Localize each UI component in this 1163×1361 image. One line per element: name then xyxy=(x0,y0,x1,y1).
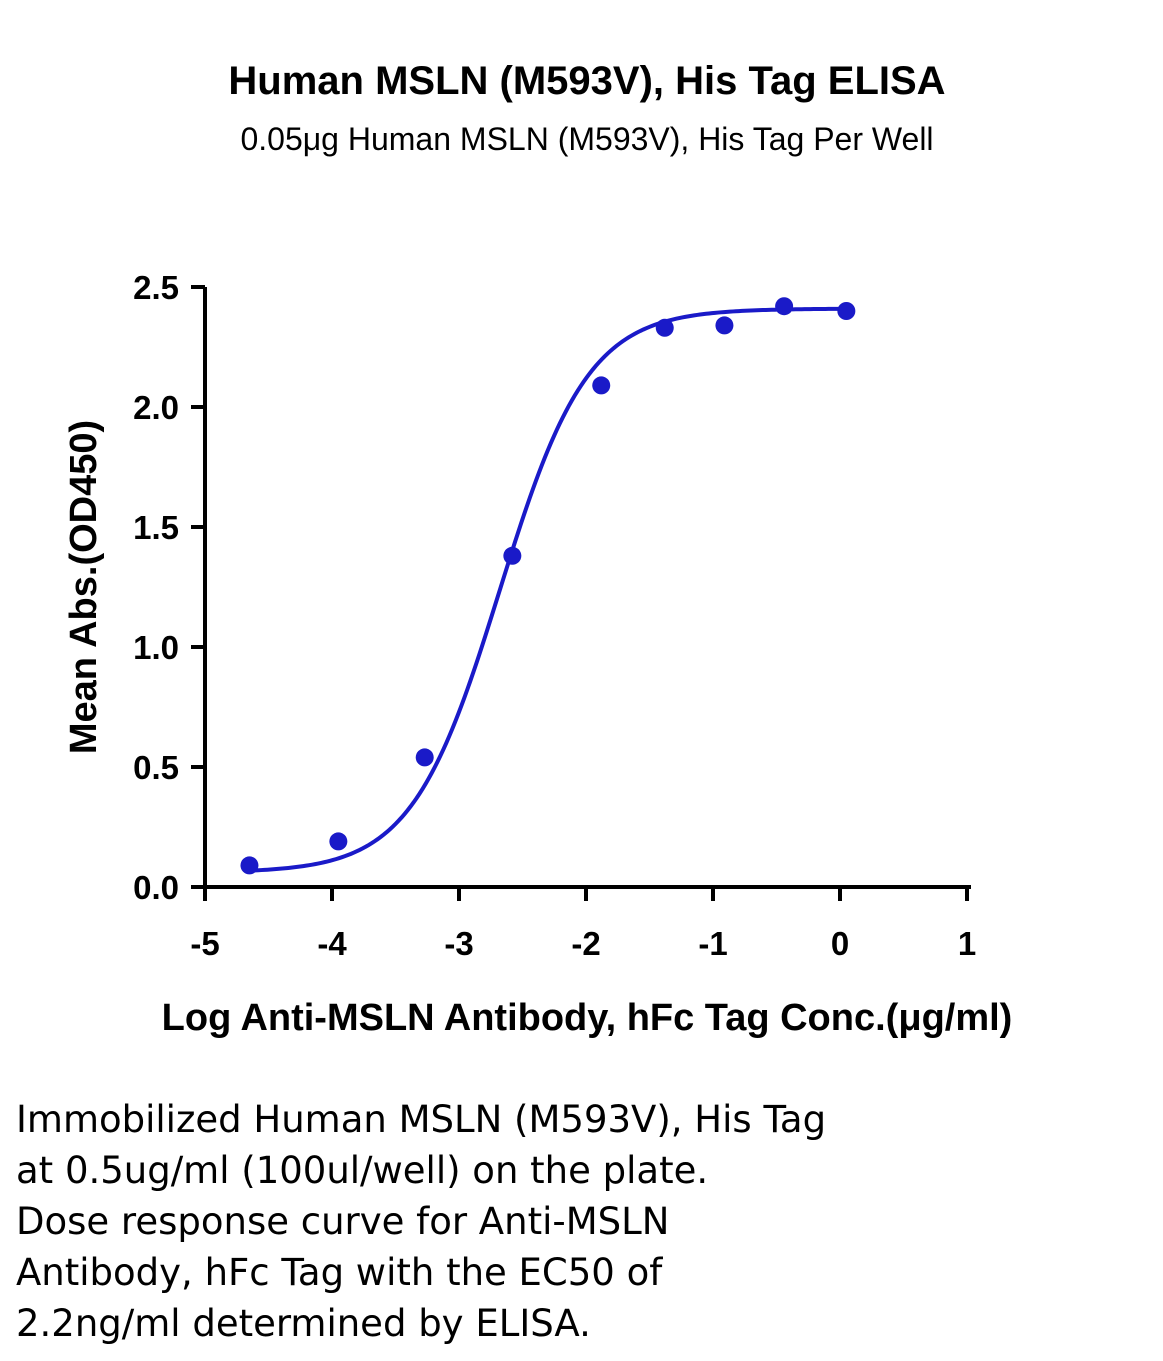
y-axis-title: Mean Abs.(OD450) xyxy=(63,420,105,754)
data-points xyxy=(240,297,856,875)
caption-line: Immobilized Human MSLN (M593V), His Tag xyxy=(16,1098,827,1141)
data-point xyxy=(655,318,674,337)
x-tick-label: -5 xyxy=(190,925,219,962)
x-axis-title: Log Anti-MSLN Antibody, hFc Tag Conc.(μg… xyxy=(162,997,1013,1039)
y-tick-label: 1.5 xyxy=(133,509,179,546)
fit-curve xyxy=(249,306,847,873)
x-tick-label: 0 xyxy=(831,925,849,962)
data-point xyxy=(592,376,611,395)
x-tick-label: -1 xyxy=(698,925,727,962)
caption-line: Dose response curve for Anti-MSLN xyxy=(16,1200,670,1243)
data-point xyxy=(329,832,348,851)
data-point xyxy=(240,856,259,875)
chart-subtitle: 0.05μg Human MSLN (M593V), His Tag Per W… xyxy=(240,121,933,157)
y-tick-label: 2.0 xyxy=(133,389,179,426)
x-tick-label: -2 xyxy=(571,925,600,962)
x-tick-label: -3 xyxy=(444,925,473,962)
chart-title: Human MSLN (M593V), His Tag ELISA xyxy=(228,59,945,103)
data-point xyxy=(715,316,734,335)
y-tick-label: 1.0 xyxy=(133,629,179,666)
y-tick-label: 0.5 xyxy=(133,749,179,786)
data-point xyxy=(415,748,434,767)
y-tick-label: 0.0 xyxy=(133,869,179,906)
caption-line: 2.2ng/ml determined by ELISA. xyxy=(16,1302,591,1345)
x-tick-label: 1 xyxy=(958,925,976,962)
y-tick-label: 2.5 xyxy=(133,269,179,306)
x-tick-label: -4 xyxy=(317,925,347,962)
y-ticks: 0.0 0.5 1.0 1.5 2.0 2.5 xyxy=(133,269,205,906)
caption: Immobilized Human MSLN (M593V), His Tag … xyxy=(16,1094,1146,1349)
data-point xyxy=(837,302,856,320)
x-ticks: -5 -4 -3 -2 -1 0 1 xyxy=(190,887,976,962)
caption-line: Antibody, hFc Tag with the EC50 of xyxy=(16,1251,663,1294)
data-point xyxy=(503,546,522,565)
data-point xyxy=(775,297,794,316)
caption-line: at 0.5ug/ml (100ul/well) on the plate. xyxy=(16,1149,709,1192)
